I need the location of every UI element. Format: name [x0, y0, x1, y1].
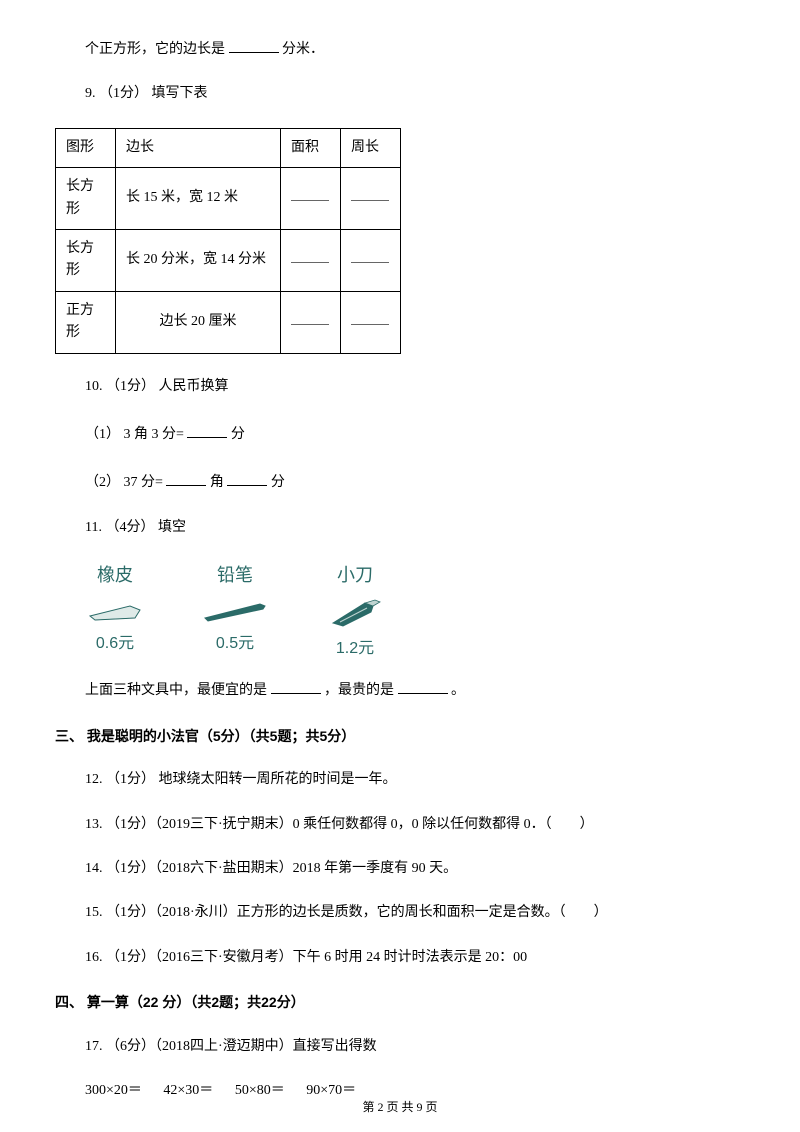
- text: （2） 37 分=: [85, 475, 163, 490]
- cell-perimeter: [341, 291, 401, 353]
- blank[interactable]: [291, 249, 329, 263]
- question-11-sentence: 上面三种文具中，最便宜的是 ，最贵的是 。: [85, 676, 745, 702]
- cell-side: 边长 20 厘米: [116, 291, 281, 353]
- calc-3: 50×80＝: [235, 1083, 285, 1098]
- pencil-label: 铅笔: [217, 561, 253, 590]
- blank[interactable]: [187, 420, 227, 438]
- cell-shape: 正方形: [56, 291, 116, 353]
- text: ，最贵的是: [324, 683, 394, 698]
- stationery-row: 橡皮 0.6元 铅笔 0.5元 小刀 1.2元: [85, 561, 745, 661]
- blank[interactable]: [351, 311, 389, 325]
- blank-side-length[interactable]: [229, 35, 279, 53]
- question-11-label: 11. （4分） 填空: [85, 517, 745, 539]
- cell-area: [281, 291, 341, 353]
- eraser-icon: [85, 598, 145, 623]
- question-12: 12. （1分） 地球绕太阳转一周所花的时间是一年。: [85, 769, 745, 791]
- eraser-price: 0.6元: [96, 631, 134, 657]
- text: 分米．: [282, 42, 324, 57]
- text: 分: [231, 427, 245, 442]
- question-9-table: 图形 边长 面积 周长 长方形 长 15 米，宽 12 米 长方形 长 20 分…: [55, 128, 401, 354]
- cell-area: [281, 168, 341, 230]
- cell-perimeter: [341, 168, 401, 230]
- cell-area: [281, 229, 341, 291]
- cell-shape: 长方形: [56, 229, 116, 291]
- cell-shape: 长方形: [56, 168, 116, 230]
- cell-side: 长 15 米，宽 12 米: [116, 168, 281, 230]
- blank[interactable]: [291, 311, 329, 325]
- knife-icon: [325, 598, 385, 628]
- question-16: 16. （1分）（2016三下·安徽月考）下午 6 时用 24 时计时法表示是 …: [85, 947, 745, 969]
- blank[interactable]: [351, 249, 389, 263]
- th-perimeter: 周长: [341, 128, 401, 167]
- blank[interactable]: [166, 468, 206, 486]
- stationery-pencil: 铅笔 0.5元: [200, 561, 270, 661]
- pencil-icon: [200, 598, 270, 623]
- question-10-sub2: （2） 37 分= 角 分: [85, 468, 745, 494]
- question-10-label: 10. （1分） 人民币换算: [85, 376, 745, 398]
- th-shape: 图形: [56, 128, 116, 167]
- blank[interactable]: [227, 468, 267, 486]
- question-10-sub1: （1） 3 角 3 分= 分: [85, 420, 745, 446]
- blank[interactable]: [291, 187, 329, 201]
- question-continuation: 个正方形，它的边长是 分米．: [85, 35, 745, 61]
- table-row: 长方形 长 20 分米，宽 14 分米: [56, 229, 401, 291]
- page-footer: 第 2 页 共 9 页: [0, 1098, 800, 1117]
- question-15: 15. （1分）（2018·永川）正方形的边长是质数，它的周长和面积一定是合数。…: [85, 902, 745, 924]
- text: 个正方形，它的边长是: [85, 42, 225, 57]
- cell-perimeter: [341, 229, 401, 291]
- eraser-label: 橡皮: [97, 561, 133, 590]
- blank-expensive[interactable]: [398, 676, 448, 694]
- knife-price: 1.2元: [336, 636, 374, 662]
- question-9-label: 9. （1分） 填写下表: [85, 83, 745, 105]
- table-header-row: 图形 边长 面积 周长: [56, 128, 401, 167]
- calc-2: 42×30＝: [163, 1083, 213, 1098]
- th-area: 面积: [281, 128, 341, 167]
- calc-1: 300×20＝: [85, 1083, 142, 1098]
- table-row: 正方形 边长 20 厘米: [56, 291, 401, 353]
- question-17: 17. （6分）（2018四上·澄迈期中）直接写出得数: [85, 1036, 745, 1058]
- stationery-eraser: 橡皮 0.6元: [85, 561, 145, 661]
- pencil-price: 0.5元: [216, 631, 254, 657]
- text: 上面三种文具中，最便宜的是: [85, 683, 267, 698]
- section-4-heading: 四、 算一算（22 分）（共2题；共22分）: [55, 991, 745, 1013]
- text: 。: [451, 683, 465, 698]
- question-14: 14. （1分）（2018六下·盐田期末）2018 年第一季度有 90 天。: [85, 858, 745, 880]
- blank-cheapest[interactable]: [271, 676, 321, 694]
- text: 分: [271, 475, 285, 490]
- section-3-heading: 三、 我是聪明的小法官（5分）（共5题；共5分）: [55, 725, 745, 747]
- cell-side: 长 20 分米，宽 14 分米: [116, 229, 281, 291]
- table-row: 长方形 长 15 米，宽 12 米: [56, 168, 401, 230]
- text: （1） 3 角 3 分=: [85, 427, 184, 442]
- calc-4: 90×70＝: [306, 1083, 356, 1098]
- blank[interactable]: [351, 187, 389, 201]
- th-side: 边长: [116, 128, 281, 167]
- text: 角: [210, 475, 224, 490]
- knife-label: 小刀: [337, 561, 373, 590]
- stationery-knife: 小刀 1.2元: [325, 561, 385, 661]
- question-13: 13. （1分）（2019三下·抚宁期末）0 乘任何数都得 0，0 除以任何数都…: [85, 814, 745, 836]
